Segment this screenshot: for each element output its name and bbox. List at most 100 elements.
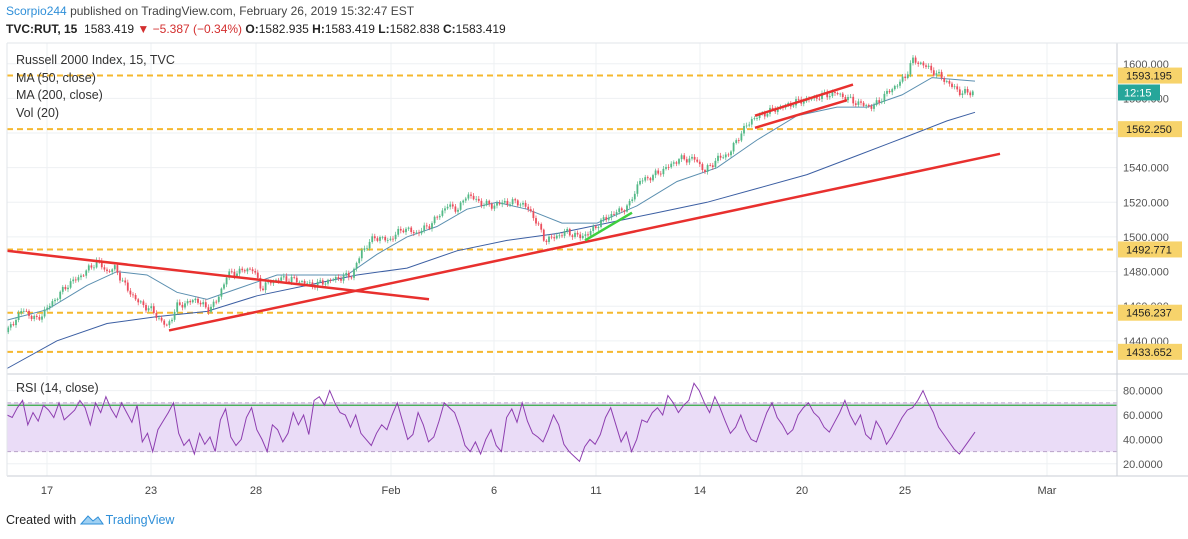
candle-body (282, 276, 285, 278)
candle-body (90, 265, 93, 268)
candle-body (295, 277, 298, 283)
candle-body (659, 173, 662, 175)
candle-body (457, 209, 459, 212)
candle-body (80, 275, 82, 278)
candle-body (501, 202, 504, 205)
candle-body (480, 200, 483, 206)
candle-body (540, 224, 543, 230)
candle-body (732, 143, 735, 152)
candle-body (259, 277, 262, 289)
candle-body (64, 286, 67, 290)
candle-body (46, 307, 49, 310)
candle-body (262, 288, 264, 291)
candle-body (896, 85, 899, 87)
candle-body (665, 167, 667, 169)
candle-body (7, 327, 10, 333)
candle-body (745, 125, 748, 127)
candle-body (831, 92, 834, 97)
candle-body (613, 214, 615, 215)
candle-body (85, 270, 88, 276)
publish-info: published on TradingView.com, February 2… (70, 4, 415, 18)
candle-body (277, 279, 280, 281)
candle-body (347, 272, 350, 278)
candle-body (522, 202, 524, 205)
candle-body (441, 210, 444, 216)
candle-body (925, 65, 927, 67)
green-trend-segment (584, 211, 633, 242)
symbol-label: TVC:RUT, 15 (6, 22, 78, 36)
candle-body (379, 237, 381, 241)
candle-body (137, 299, 140, 303)
candle-body (20, 311, 23, 314)
candle-body (514, 199, 517, 201)
candle-body (901, 76, 904, 82)
high-value: 1583.419 (324, 22, 375, 36)
candle-body (753, 118, 756, 120)
candle-body (376, 238, 379, 241)
candle-body (717, 155, 719, 161)
candle-body (446, 206, 449, 209)
candle-body (511, 199, 514, 205)
candle-body (711, 165, 714, 167)
candle-body (397, 228, 400, 235)
candle-body (529, 209, 532, 212)
candle-body (280, 277, 283, 281)
candle-body (914, 57, 917, 63)
level-badge-label: 1562.250 (1126, 124, 1172, 136)
candle-body (228, 271, 231, 278)
close-value: 1583.419 (455, 22, 506, 36)
candle-body (467, 194, 470, 199)
candle-body (373, 236, 376, 239)
candle-body (503, 200, 506, 203)
current-price-badge-label: 12:15 (1124, 87, 1152, 99)
candle-body (649, 178, 652, 181)
candle-body (329, 279, 332, 281)
candle-body (912, 57, 914, 64)
level-badges: 1593.195 1562.250 1492.771 1456.237 1433.652… (1118, 67, 1182, 360)
candle-body (802, 101, 805, 104)
candle-body (438, 215, 441, 218)
candle-body (233, 271, 236, 277)
candle-body (459, 202, 462, 210)
candle-body (587, 234, 589, 236)
candle-body (186, 301, 189, 304)
candle-body (971, 91, 974, 96)
candle-body (412, 232, 415, 234)
candle-body (844, 97, 847, 101)
candle-body (932, 70, 935, 76)
candle-body (662, 168, 665, 175)
candle-body (763, 112, 766, 117)
candle-body (956, 86, 959, 90)
footer: Created with TradingView (6, 513, 174, 527)
candle-body (189, 301, 192, 303)
publish-line: Scorpio244 published on TradingView.com,… (6, 4, 414, 18)
candle-body (594, 226, 597, 229)
candle-body (121, 280, 124, 282)
time-axis-labels: 17 23 28 Feb 6 11 14 20 25 Mar (41, 485, 1057, 497)
candle-body (597, 227, 600, 229)
candle-body (527, 206, 530, 210)
candle-body (173, 311, 176, 320)
candle-body (646, 177, 649, 179)
candle-body (709, 165, 712, 166)
candle-body (202, 302, 205, 305)
candle-body (550, 236, 553, 238)
legend-ma200: MA (200, close) (16, 88, 103, 102)
candle-body (425, 225, 428, 227)
trend-line (168, 152, 1001, 332)
chart-title: Russell 2000 Index, 15, TVC (16, 53, 175, 67)
candle-body (693, 156, 696, 160)
candle-body (35, 315, 38, 317)
tradingview-link[interactable]: TradingView (105, 513, 175, 527)
low-value: 1582.838 (389, 22, 440, 36)
price-tick-label: 1480.000 (1123, 267, 1169, 279)
price-change: −5.387 (−0.34%) (152, 22, 243, 36)
candle-body (332, 279, 335, 281)
author-link[interactable]: Scorpio244 (6, 4, 67, 18)
candle-body (225, 277, 228, 285)
candle-body (935, 73, 938, 76)
candle-body (740, 133, 743, 141)
candle-body (475, 198, 478, 200)
candle-body (472, 195, 475, 200)
